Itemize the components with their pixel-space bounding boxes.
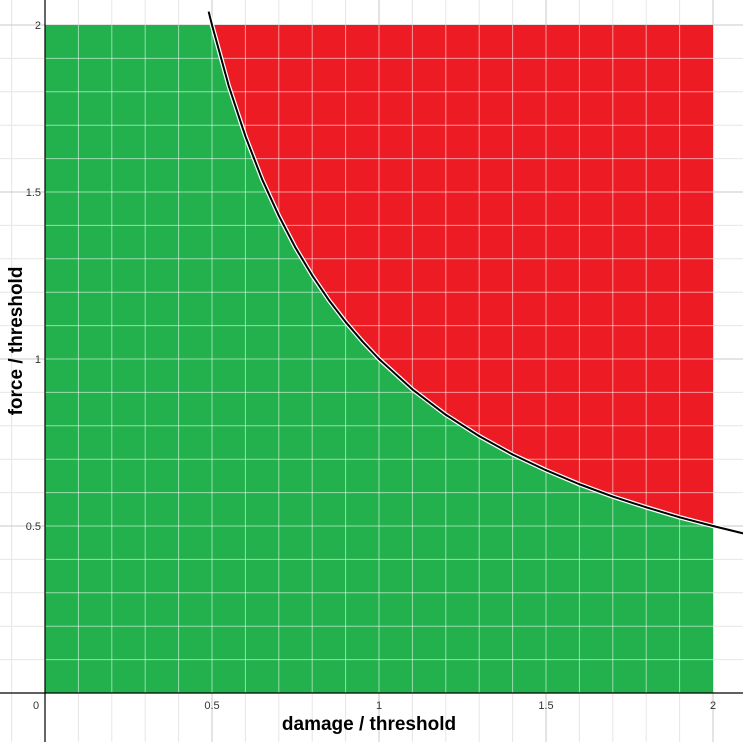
y-tick-label: 1 — [35, 354, 41, 366]
origin-tick-label: 0 — [33, 700, 39, 712]
tick-labels: 0 0.5 1 1.5 2 0.5 1 1.5 2 — [26, 20, 716, 712]
curve-line — [207, 11, 743, 535]
y-axis-label: force / threshold — [6, 267, 27, 416]
y-tick-label: 1.5 — [26, 187, 41, 199]
x-axis-label: damage / threshold — [282, 714, 456, 735]
x-tick-label: 2 — [710, 700, 716, 712]
y-tick-label: 2 — [35, 20, 41, 32]
region-above-curve — [212, 25, 713, 526]
y-tick-label: 0.5 — [26, 521, 41, 533]
x-tick-label: 1.5 — [538, 700, 553, 712]
x-tick-label: 1 — [376, 700, 382, 712]
x-tick-label: 0.5 — [204, 700, 219, 712]
curve-layer — [206, 11, 743, 536]
foreground-grid — [45, 25, 713, 693]
